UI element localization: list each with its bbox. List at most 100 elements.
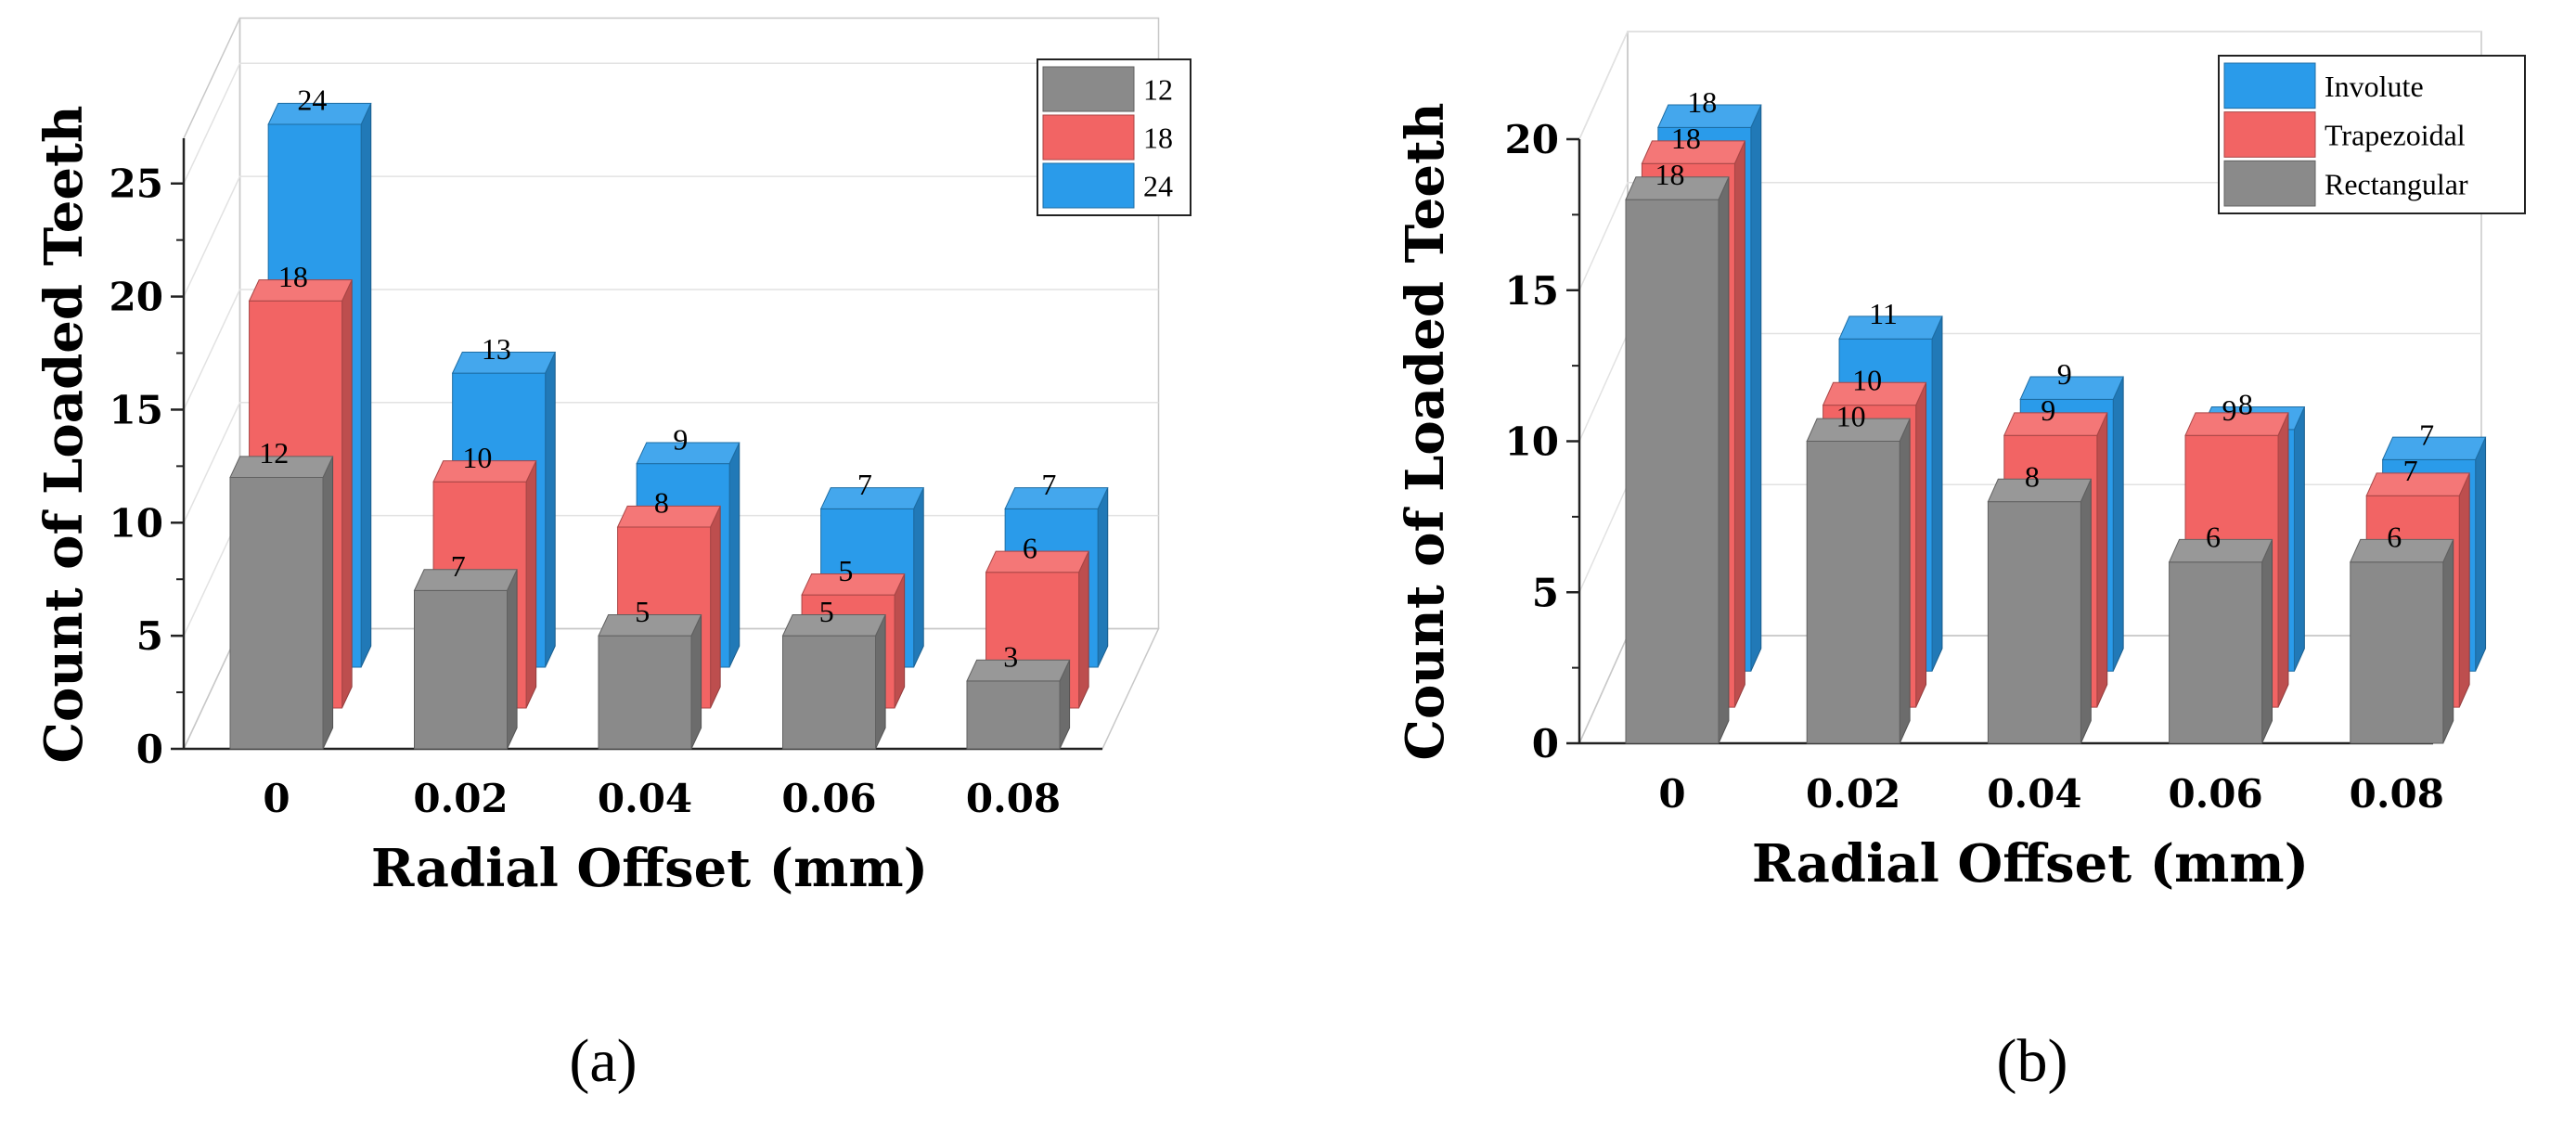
y-tick-label: 0 bbox=[1532, 721, 1559, 766]
gridline bbox=[183, 62, 1159, 185]
legend-swatch bbox=[2223, 62, 2316, 109]
gridline bbox=[1578, 182, 2481, 291]
series-rectangular bbox=[1625, 176, 2454, 744]
bar-side bbox=[2293, 406, 2305, 672]
bar-top bbox=[598, 613, 702, 637]
data-label: 6 bbox=[1023, 531, 1037, 564]
y-tick-label: 5 bbox=[136, 613, 163, 659]
legend-label: Trapezoidal bbox=[2325, 119, 2466, 152]
bar-12-0.06 bbox=[781, 613, 886, 750]
bar-front bbox=[229, 477, 324, 750]
x-tick-label: 0.04 bbox=[1987, 771, 2081, 817]
bar-top bbox=[2365, 472, 2470, 496]
bar-top bbox=[1987, 478, 2093, 503]
bar-top bbox=[1625, 176, 1730, 200]
bar-top bbox=[1838, 315, 1943, 340]
bar-side bbox=[341, 279, 353, 709]
x-tick-labels: 0 0.02 0.04 0.06 0.08 bbox=[263, 776, 1061, 821]
bar-top bbox=[1657, 104, 1762, 128]
series-12 bbox=[229, 456, 1071, 750]
x-tick-label: 0 bbox=[263, 776, 290, 821]
y-tick-label: 10 bbox=[109, 500, 163, 546]
legend-swatch bbox=[2223, 111, 2316, 158]
data-label: 10 bbox=[1836, 399, 1866, 432]
bar-side bbox=[913, 487, 924, 668]
data-label: 24 bbox=[297, 84, 327, 117]
bar-front bbox=[1625, 199, 1719, 744]
data-label: 8 bbox=[2238, 388, 2253, 421]
y-tick-label: 15 bbox=[1505, 268, 1559, 314]
bar-rectangular-0.08 bbox=[2350, 538, 2454, 744]
legend-swatch bbox=[2223, 160, 2316, 207]
x-tick-labels: 0 0.02 0.04 0.06 0.08 bbox=[1658, 771, 2444, 817]
bar-top bbox=[1822, 381, 1927, 406]
x-tick-label: 0.06 bbox=[2168, 771, 2262, 817]
data-label: 5 bbox=[635, 595, 650, 628]
bar-side bbox=[894, 573, 906, 709]
bar-top bbox=[966, 659, 1071, 682]
bar-side bbox=[1097, 487, 1109, 668]
x-tick-label: 0.08 bbox=[2350, 771, 2444, 817]
bar-top bbox=[2184, 412, 2289, 436]
x-axis-title: Radial Offset (mm) bbox=[1752, 833, 2309, 895]
bar-top bbox=[267, 102, 372, 125]
panel-label: (b) bbox=[1997, 1027, 2068, 1095]
bar-top bbox=[451, 351, 557, 374]
data-label: 7 bbox=[451, 549, 466, 583]
bar-side bbox=[322, 456, 334, 750]
data-label: 10 bbox=[462, 441, 492, 474]
legend-swatch bbox=[1042, 66, 1135, 112]
data-label: 18 bbox=[1687, 85, 1717, 119]
data-label: 9 bbox=[2057, 357, 2072, 391]
data-label: 7 bbox=[2419, 418, 2434, 451]
legend: 12 18 24 bbox=[1037, 58, 1191, 216]
bar-side bbox=[710, 506, 721, 709]
bar-side bbox=[1915, 382, 1927, 708]
data-label: 7 bbox=[2403, 454, 2418, 487]
bar-top bbox=[819, 487, 925, 509]
data-label: 18 bbox=[278, 260, 308, 293]
bar-12-0 bbox=[229, 456, 334, 750]
bar-side bbox=[507, 569, 518, 750]
bar-top bbox=[432, 460, 537, 483]
data-label: 7 bbox=[1041, 468, 1056, 501]
bar-12-0.04 bbox=[598, 613, 702, 750]
bar-front bbox=[598, 635, 692, 750]
bar-top bbox=[616, 505, 721, 528]
data-label: 5 bbox=[838, 554, 853, 587]
x-tick-label: 0.06 bbox=[781, 776, 876, 821]
bar-side bbox=[2442, 539, 2454, 744]
bar-top bbox=[2381, 436, 2487, 460]
legend: Involute Trapezoidal Rectangular bbox=[2218, 55, 2526, 214]
legend-label: 12 bbox=[1143, 72, 1173, 106]
bar-rectangular-0 bbox=[1625, 176, 1730, 744]
gridline bbox=[183, 289, 1159, 410]
data-label: 12 bbox=[259, 436, 289, 470]
bar-top bbox=[801, 573, 906, 596]
bars bbox=[1625, 104, 2487, 744]
bar-side bbox=[728, 442, 741, 668]
bar-rectangular-0.02 bbox=[1806, 418, 1911, 744]
data-label: 8 bbox=[2025, 459, 2040, 493]
gridline bbox=[183, 175, 1159, 297]
bar-side bbox=[2112, 376, 2124, 672]
y-tick-label: 10 bbox=[1505, 419, 1559, 465]
bar-front bbox=[2169, 561, 2263, 744]
data-label: 10 bbox=[1852, 363, 1882, 396]
y-tick-label: 15 bbox=[109, 387, 163, 432]
bar-front bbox=[414, 589, 508, 750]
bar-12-0.02 bbox=[413, 569, 518, 750]
data-label: 9 bbox=[673, 422, 688, 456]
bar-top bbox=[2003, 412, 2108, 436]
bar-side bbox=[2458, 472, 2470, 708]
y-tick-label: 0 bbox=[136, 727, 163, 772]
bar-top bbox=[2350, 538, 2454, 563]
bar-front bbox=[782, 635, 876, 750]
bar-rectangular-0.04 bbox=[1987, 478, 2093, 744]
gridline bbox=[1578, 31, 2481, 140]
bar-side bbox=[1899, 418, 1911, 744]
bar-side bbox=[2080, 479, 2092, 744]
bar-top bbox=[985, 550, 1089, 573]
